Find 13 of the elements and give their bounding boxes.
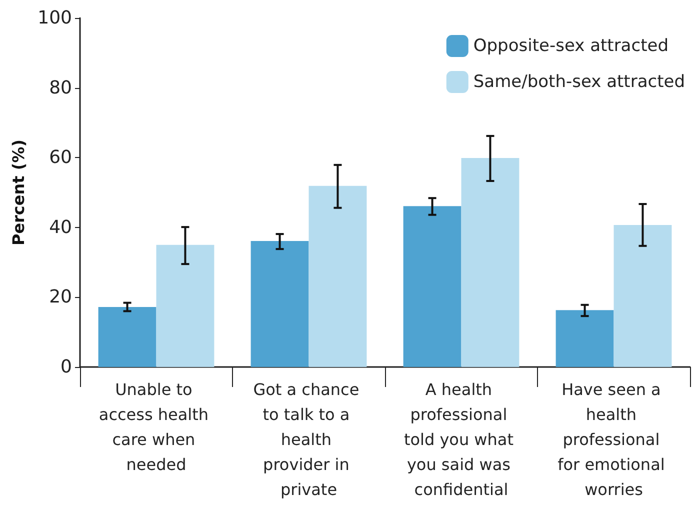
y-tick-label: 100 [38,8,72,28]
x-tick-label: Have seen a health professional for emotional worries [558,380,670,499]
y-tick-label: 40 [49,216,72,238]
x-tick-label: Unable to access health care when needed [98,380,214,474]
y-tick-label: 20 [49,286,72,308]
y-axis-title: Percent (%) [9,139,28,246]
legend-label: Same/both-sex attracted [473,72,686,92]
y-tick-label: 60 [49,147,72,168]
y-tick-label: 80 [49,77,72,98]
legend-label: Opposite-sex attracted [473,36,668,56]
x-tick-label: A health professional told you what you said was confidential [404,380,519,499]
y-tick-label: 0 [60,356,72,378]
x-tick-label: Got a chance to talk to a health provider in private [253,380,364,499]
